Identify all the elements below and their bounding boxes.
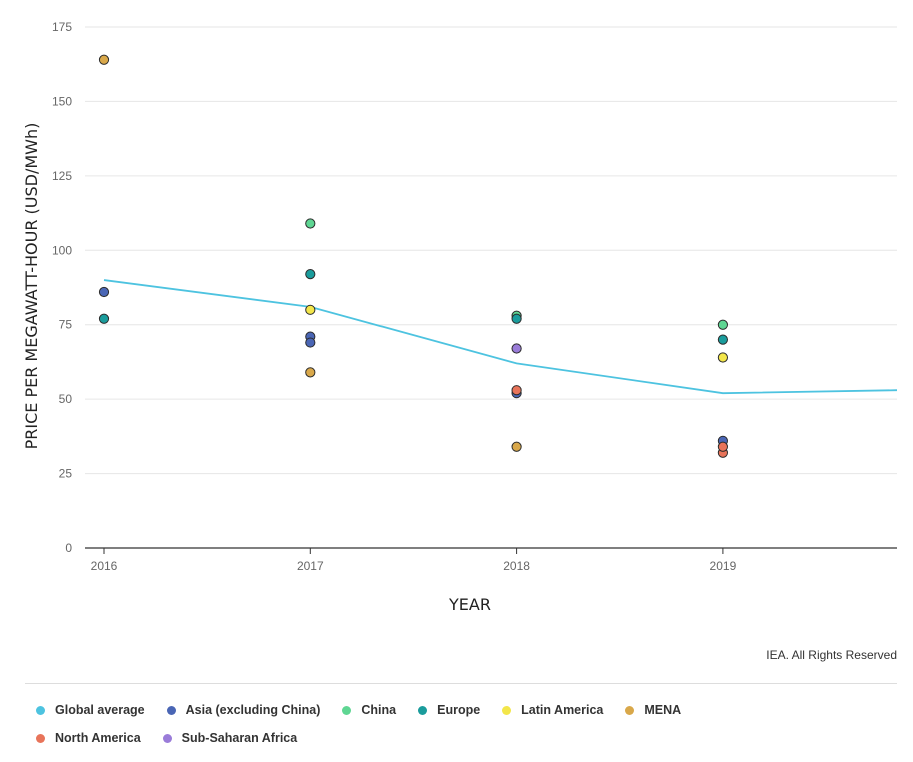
legend-label: Asia (excluding China) (185, 703, 321, 717)
point-asia-excluding-china (305, 337, 316, 348)
y-tick-label: 175 (52, 20, 72, 34)
x-tick-labels: 2016 2017 2018 2019 (91, 548, 737, 573)
point-europe (717, 334, 729, 345)
legend-dot-icon (502, 705, 512, 715)
x-tick-label: 2018 (503, 559, 530, 573)
point-europe (98, 313, 110, 324)
y-tick-label: 125 (52, 169, 72, 183)
chart-area: 0 25 50 75 100 125 150 175 2016 2017 2018 2019 PRI… (22, 20, 898, 614)
legend-item-asia[interactable]: Asia (excluding China) (166, 703, 321, 717)
x-axis-title: YEAR (448, 595, 491, 614)
legend-dot-icon (166, 705, 176, 715)
legend-row-1: Global average Asia (excluding China) Ch… (36, 702, 896, 718)
x-tick-label: 2017 (297, 559, 324, 573)
legend-dot-icon (162, 733, 172, 743)
point-mena (511, 441, 522, 452)
legend-item-china[interactable]: China (342, 703, 396, 717)
legend-dot-icon (36, 733, 45, 743)
point-mena (305, 367, 316, 378)
legend-label: Sub-Saharan Africa (181, 731, 298, 745)
y-tick-label: 50 (59, 392, 73, 406)
legend-label: Global average (55, 703, 145, 717)
legend-item-mena[interactable]: MENA (625, 703, 681, 717)
global-average-line (103, 279, 898, 395)
scatter-points (98, 54, 729, 458)
legend-item-north-america[interactable]: North America (36, 731, 141, 745)
x-tick-label: 2016 (91, 559, 118, 573)
legend-dot-icon (342, 705, 352, 715)
point-europe (305, 269, 316, 280)
y-tick-label: 25 (59, 467, 73, 481)
point-asia-excluding-china (98, 286, 110, 298)
legend-item-global-average[interactable]: Global average (36, 703, 145, 717)
point-sub-saharan-africa (511, 343, 522, 354)
legend: Global average Asia (excluding China) Ch… (36, 702, 896, 758)
copyright-credit: IEA. All Rights Reserved (766, 648, 897, 662)
y-axis-title: PRICE PER MEGAWATT-HOUR (USD/MWh) (22, 123, 41, 450)
y-tick-label: 100 (52, 243, 72, 257)
x-tick-label: 2019 (710, 559, 737, 573)
point-latin-america (305, 304, 316, 315)
point-europe (511, 313, 522, 324)
point-china (305, 218, 316, 229)
y-tick-label: 75 (59, 318, 73, 332)
legend-divider (25, 683, 897, 684)
legend-dot-icon (418, 705, 428, 715)
grid-lines (85, 26, 897, 475)
legend-label: MENA (644, 703, 682, 717)
y-tick-label: 150 (52, 94, 72, 108)
legend-item-europe[interactable]: Europe (418, 703, 480, 717)
legend-label: Latin America (521, 703, 604, 717)
y-tick-label: 0 (65, 541, 72, 555)
point-north-america (717, 441, 729, 452)
legend-row-2: North America Sub-Saharan Africa (36, 730, 896, 746)
point-north-america (511, 385, 522, 396)
point-mena (98, 54, 110, 65)
legend-item-latin-america[interactable]: Latin America (502, 703, 603, 717)
point-latin-america (717, 352, 729, 363)
legend-item-sub-saharan-africa[interactable]: Sub-Saharan Africa (162, 731, 298, 745)
global-average-series-line (103, 279, 898, 395)
legend-label: China (361, 703, 397, 717)
point-china (717, 319, 729, 330)
legend-label: North America (55, 731, 141, 745)
y-tick-labels: 0 25 50 75 100 125 150 175 (52, 20, 72, 555)
legend-dot-icon (36, 705, 45, 715)
legend-label: Europe (437, 703, 481, 717)
legend-dot-icon (625, 705, 635, 715)
